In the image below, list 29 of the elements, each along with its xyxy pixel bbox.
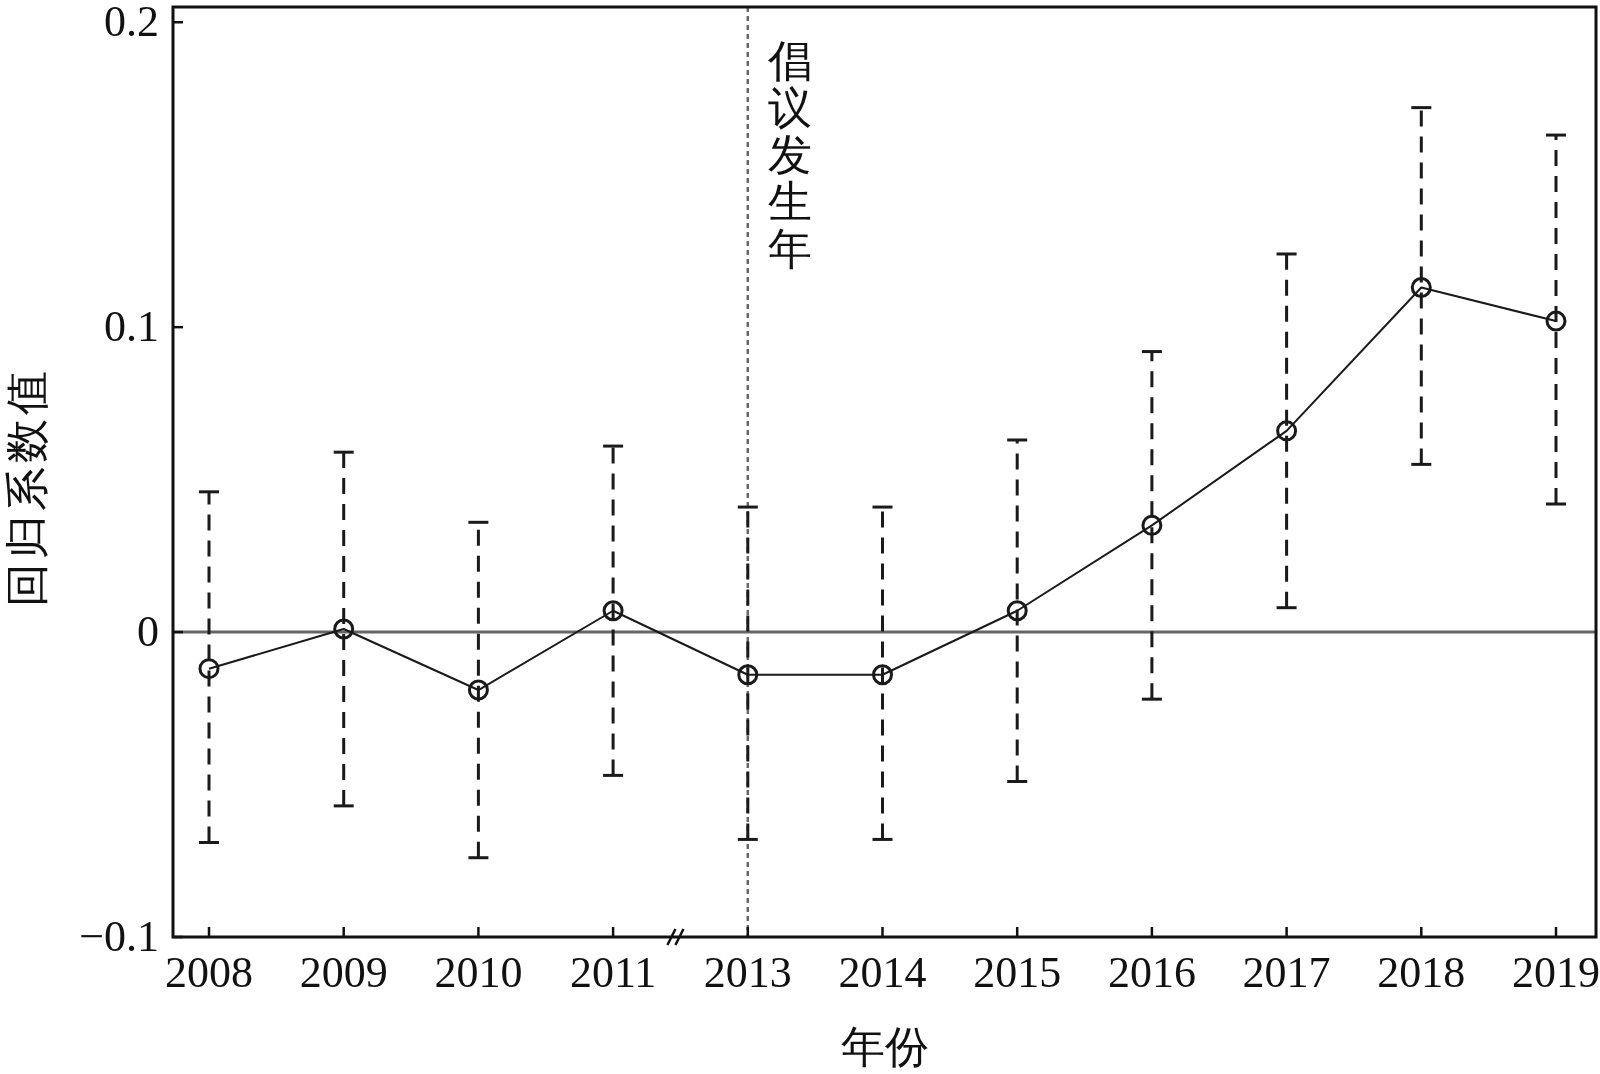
x-tick-label: 2013 (703, 948, 792, 997)
x-tick-label: 2011 (569, 948, 657, 997)
point (602, 600, 624, 622)
y-axis-title: 回归系数值 (3, 367, 52, 607)
x-tick-label: 2010 (434, 948, 523, 997)
point (872, 664, 893, 686)
y-tick-label: 0.1 (104, 302, 159, 352)
point (198, 658, 220, 680)
x-tick-label: 2019 (1512, 948, 1600, 997)
point (1141, 514, 1163, 536)
ref-line-label: 倡议发生年 (766, 37, 812, 274)
point (1006, 600, 1028, 622)
x-tick-label: 2017 (1242, 948, 1331, 997)
point (333, 618, 355, 640)
point (467, 679, 489, 701)
x-axis-title: 年份 (840, 1023, 929, 1072)
x-tick-label: 2014 (838, 948, 927, 997)
point (1545, 310, 1567, 332)
x-tick-label: 2016 (1107, 948, 1196, 997)
x-tick-label: 2009 (299, 948, 388, 997)
point (1410, 277, 1432, 299)
point (1276, 420, 1298, 442)
x-tick-label: 2018 (1377, 948, 1466, 997)
point (737, 664, 759, 686)
y-tick-label: 0 (137, 607, 159, 657)
x-tick-label: 2015 (973, 948, 1062, 997)
y-tick-label: −0.1 (79, 912, 159, 961)
x-tick-label: 2008 (165, 948, 253, 997)
y-tick-label: 0.2 (104, 0, 159, 47)
